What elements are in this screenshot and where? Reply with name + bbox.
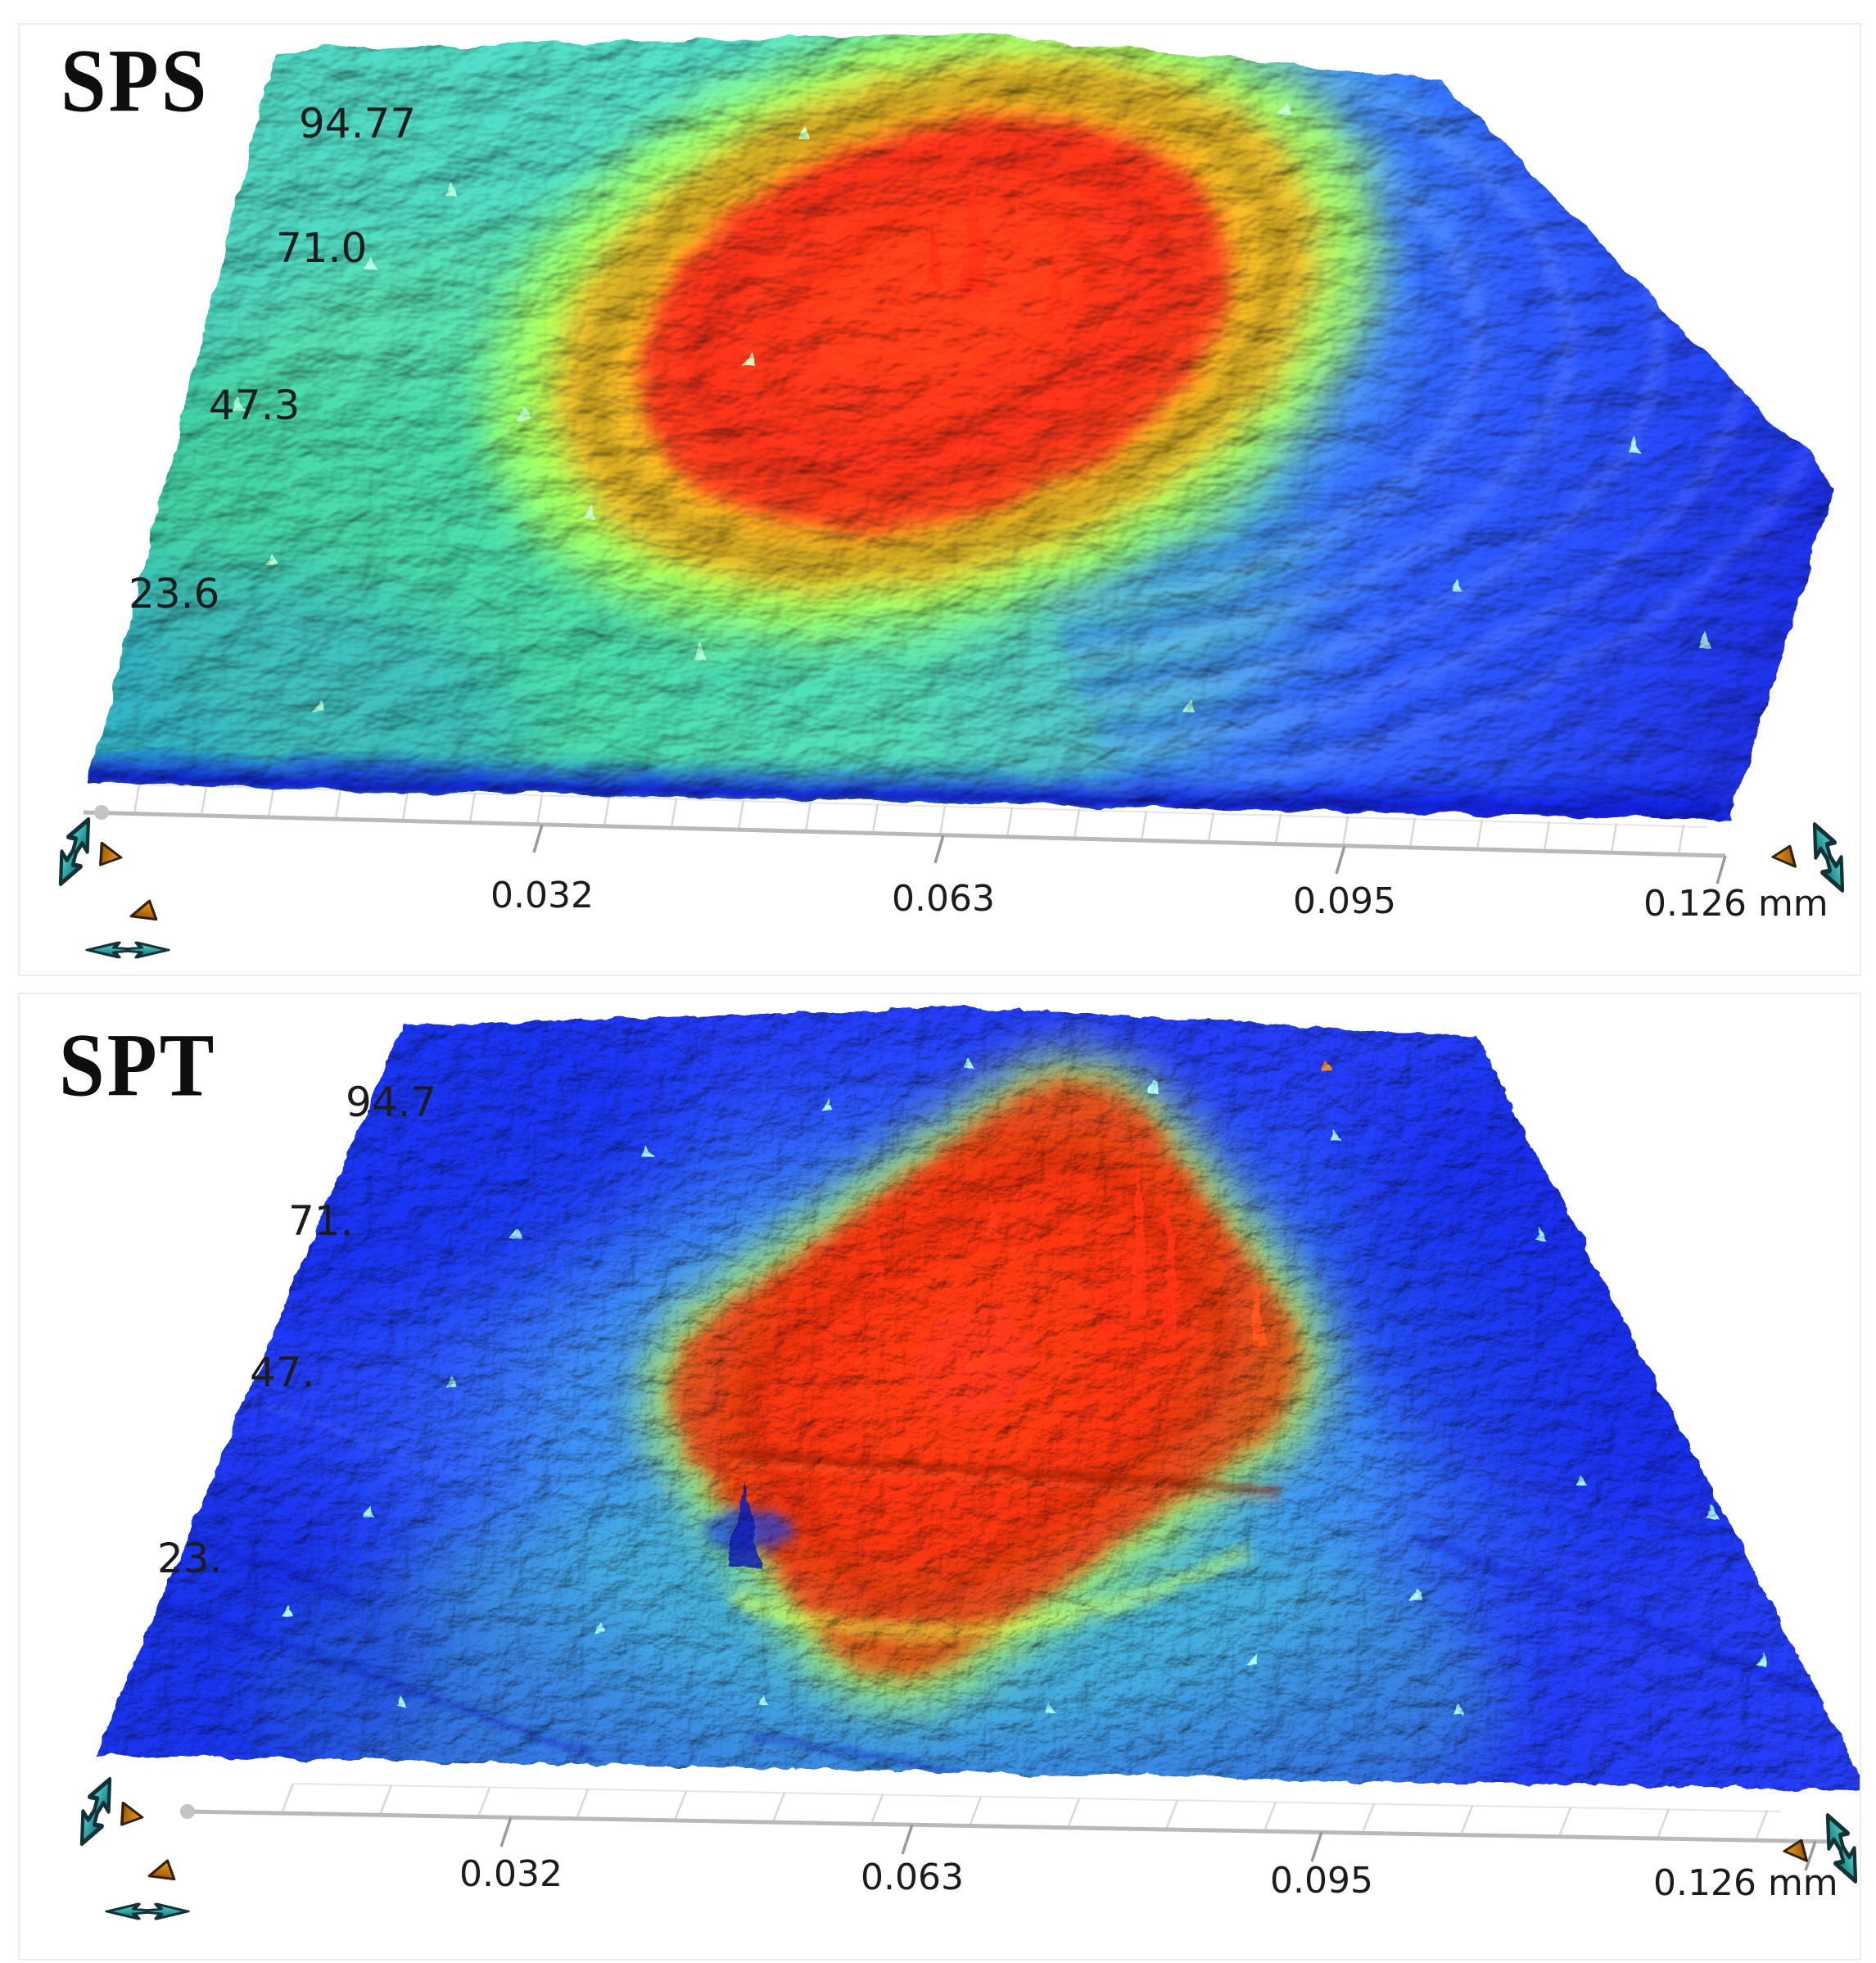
- height-plateau: [643, 1052, 1329, 1706]
- x-axis-ruler: [180, 1783, 1838, 1871]
- dome-peaks: [927, 165, 1061, 313]
- x-axis-end-label: 0.126 mm: [1643, 883, 1829, 925]
- panel-title: SPS: [61, 30, 210, 131]
- panel-sps: SPS 94.77 71.0 47.3 23.6 0.032 0.063 0.0…: [18, 23, 1861, 976]
- z-axis-tick: 23.6: [129, 570, 220, 617]
- tilt-handle-triangle-icon[interactable]: [139, 1846, 188, 1892]
- x-axis-ruler: [83, 784, 1727, 884]
- surface-3d-sps: [88, 34, 1836, 821]
- axis-origin-dot: [94, 805, 109, 820]
- x-axis-tick: 0.095: [1293, 880, 1396, 922]
- z-axis-tick: 71.0: [276, 224, 368, 272]
- z-axis-tick: 47.: [250, 1349, 315, 1396]
- z-axis-tick: 71.: [288, 1197, 354, 1245]
- x-axis-tick: 0.095: [1270, 1860, 1373, 1902]
- x-axis-tick: 0.063: [861, 1857, 964, 1898]
- z-axis-tick: 47.3: [209, 382, 301, 429]
- tilt-handle-triangle-icon[interactable]: [106, 1793, 159, 1836]
- x-axis-end-label: 0.126 mm: [1653, 1862, 1838, 1904]
- x-axis-tick: 0.063: [892, 878, 995, 920]
- tilt-handle-triangle-icon[interactable]: [121, 886, 170, 932]
- rotate-diagonal-arrow-icon[interactable]: [1797, 814, 1860, 901]
- z-axis-tick: 94.7: [346, 1079, 437, 1126]
- rotate-horizontal-arrow-icon[interactable]: [102, 1890, 193, 1933]
- plateau-notch: [726, 1482, 761, 1569]
- tilt-handle-triangle-icon[interactable]: [85, 834, 138, 876]
- axis-origin-dot: [180, 1804, 195, 1819]
- low-edge-band: [88, 758, 1720, 821]
- panel-title: SPT: [59, 1015, 217, 1115]
- z-axis-tick: 23.: [157, 1535, 223, 1582]
- panel-spt: SPT 94.7 71. 47. 23. 0.032 0.063 0.095 0…: [18, 993, 1861, 1961]
- surface-plot-spt: [96, 1007, 1860, 1871]
- surface-plot-sps: [83, 34, 1836, 884]
- plateau-peaks: [871, 1143, 1265, 1345]
- rotate-diagonal-arrow-icon[interactable]: [1810, 1805, 1861, 1892]
- x-axis-tick: 0.032: [490, 875, 594, 916]
- x-axis-tick: 0.032: [459, 1853, 563, 1895]
- plateau-groove: [730, 1448, 1280, 1495]
- rotate-horizontal-arrow-icon[interactable]: [82, 929, 174, 971]
- height-dome: [489, 34, 1381, 638]
- z-axis-tick: 94.77: [299, 100, 417, 147]
